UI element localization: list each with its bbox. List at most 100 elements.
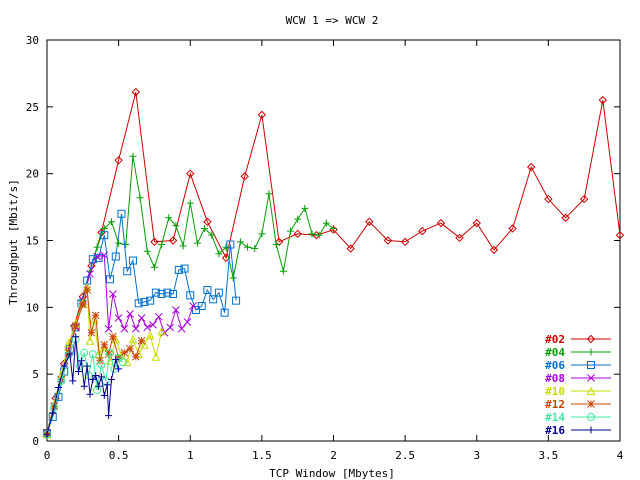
data-point (114, 156, 123, 165)
data-point (100, 392, 108, 400)
data-point (183, 318, 192, 326)
y-tick-label: 15 (26, 235, 39, 248)
data-point (186, 199, 194, 207)
y-tick-label: 25 (26, 101, 39, 114)
data-point (93, 386, 102, 395)
data-point (174, 265, 183, 274)
data-point (131, 352, 140, 361)
data-point (93, 243, 101, 251)
data-point (180, 264, 189, 273)
data-point (106, 348, 115, 357)
data-point (526, 162, 536, 172)
data-point (251, 245, 259, 253)
x-axis-label: TCP Window [Mbytes] (269, 467, 395, 480)
data-point (265, 190, 273, 198)
data-point (104, 350, 113, 358)
data-point (122, 241, 130, 249)
data-point (105, 412, 113, 420)
data-point (220, 308, 229, 317)
data-point (143, 323, 152, 332)
data-point (97, 360, 106, 369)
legend-marker-10 (586, 386, 596, 395)
data-point (143, 247, 151, 255)
series-12 (43, 286, 146, 437)
legend-label-08: #08 (545, 372, 565, 385)
chart-title: WCW 1 => WCW 2 (286, 14, 379, 27)
data-point (240, 172, 249, 181)
data-point (75, 367, 83, 375)
data-point (71, 322, 80, 330)
legend-marker-06 (587, 361, 595, 369)
series-group (42, 87, 625, 439)
data-point (72, 333, 80, 341)
series-10 (42, 282, 166, 439)
data-point (64, 351, 73, 360)
data-point (87, 328, 96, 337)
data-point (418, 226, 427, 236)
data-point (126, 310, 134, 318)
series-line-14 (46, 337, 124, 435)
y-tick-label: 0 (32, 435, 39, 448)
legend-marker-08 (587, 374, 595, 382)
data-point (114, 314, 123, 322)
data-point (109, 332, 117, 341)
data-point (157, 326, 166, 336)
data-point (104, 324, 113, 333)
data-point (544, 194, 553, 204)
legend-label-04: #04 (545, 346, 565, 359)
data-point (149, 320, 157, 329)
data-point (322, 219, 330, 227)
data-point (163, 288, 172, 297)
data-point (257, 110, 267, 120)
data-point (128, 256, 137, 265)
data-point (258, 230, 266, 238)
x-tick-label: 3.5 (538, 449, 558, 462)
data-point (83, 286, 91, 294)
data-point (287, 227, 295, 235)
data-point (346, 244, 355, 253)
data-point (208, 231, 216, 239)
plot-frame (46, 39, 621, 442)
data-point (172, 306, 180, 314)
data-point (365, 217, 374, 226)
data-point (131, 324, 140, 333)
data-point (330, 224, 337, 232)
data-point (177, 324, 186, 333)
data-point (203, 285, 212, 294)
data-point (197, 301, 206, 310)
series-line-02 (46, 91, 621, 434)
x-tick-label: 2.5 (395, 449, 415, 462)
data-point (114, 354, 123, 363)
data-point (43, 430, 51, 438)
data-point (308, 230, 316, 238)
data-point (140, 340, 149, 349)
data-point (151, 352, 161, 361)
legend-label-06: #06 (545, 359, 565, 372)
data-point (91, 311, 100, 320)
legend-label-12: #12 (545, 398, 565, 411)
y-tick-label: 5 (32, 368, 39, 381)
data-point (77, 357, 85, 365)
data-point (103, 381, 111, 389)
data-point (214, 288, 223, 297)
data-point (508, 224, 517, 233)
data-point (274, 237, 284, 247)
data-point (118, 358, 127, 367)
data-point (151, 288, 160, 297)
data-point (137, 314, 146, 322)
data-point (80, 348, 89, 357)
data-point (107, 376, 115, 384)
data-point (150, 237, 159, 247)
data-point (122, 357, 132, 367)
data-point (86, 270, 94, 278)
data-point (294, 215, 302, 223)
data-point (64, 338, 73, 348)
data-point (111, 252, 120, 261)
data-point (136, 194, 144, 202)
data-point (615, 230, 625, 240)
x-tick-label: 3 (473, 449, 480, 462)
data-point (128, 334, 138, 344)
data-point (100, 224, 108, 232)
data-point (215, 250, 223, 258)
